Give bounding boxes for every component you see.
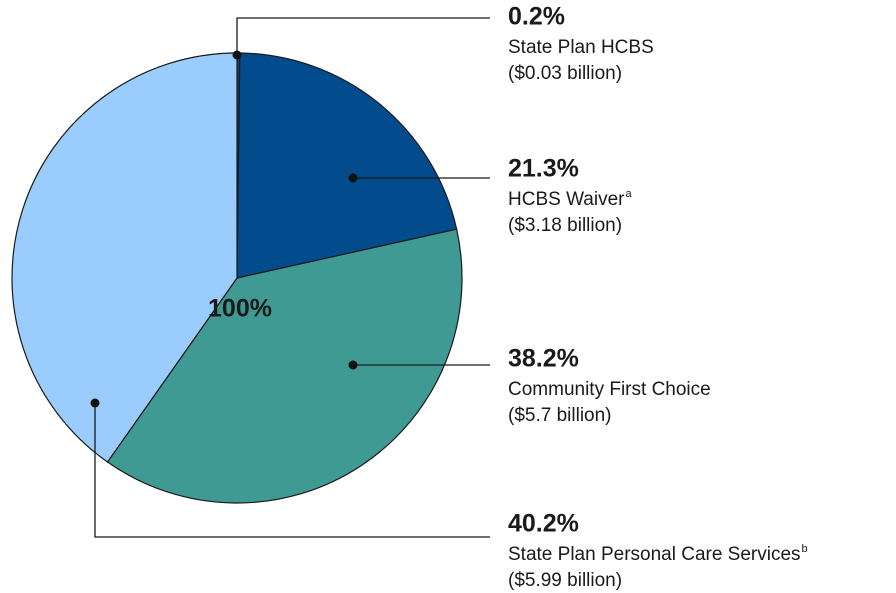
amount-label: ($0.03 billion) (508, 63, 622, 84)
value-label: 40.2% (508, 510, 579, 538)
amount-label: ($3.18 billion) (508, 215, 622, 236)
amount-label: ($5.7 billion) (508, 405, 612, 426)
category-label: HCBS Waiver (508, 189, 625, 210)
value-label: 0.2% (508, 3, 565, 31)
footnote-mark: b (802, 543, 808, 555)
leader-dot (90, 398, 100, 408)
leader-dot (348, 173, 358, 183)
pie-slice (11, 52, 238, 463)
leader-dot (348, 360, 358, 370)
footnote-mark: a (625, 188, 632, 200)
category-label: Community First Choice (508, 379, 711, 400)
pie-slice (106, 228, 463, 504)
category-label: State Plan Personal Care Services (508, 544, 801, 565)
amount-label: ($5.99 billion) (508, 570, 622, 591)
leader-line (236, 17, 490, 55)
pie-slice (236, 52, 458, 279)
pie (11, 52, 463, 504)
value-label: 21.3% (508, 155, 579, 183)
callouts: 0.2% State Plan HCBS ($0.03 billion) 21.3% H… (90, 3, 808, 591)
center-label: 100% (208, 295, 272, 323)
category-label: State Plan HCBS (508, 37, 654, 58)
leader-dot (232, 50, 242, 60)
leader-line (94, 403, 490, 538)
value-label: 38.2% (508, 345, 579, 373)
